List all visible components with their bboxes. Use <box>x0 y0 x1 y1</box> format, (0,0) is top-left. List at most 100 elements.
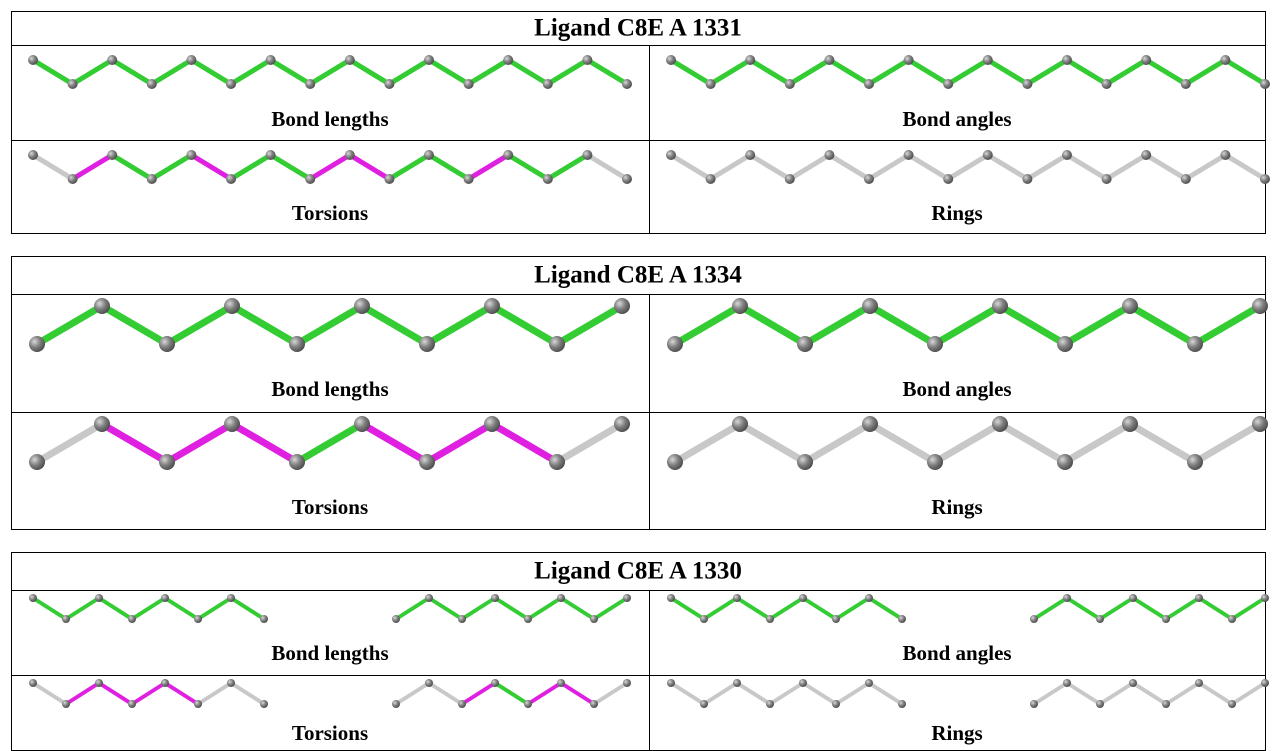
molecule <box>667 416 1268 470</box>
atom <box>1195 679 1203 687</box>
bond <box>191 155 231 179</box>
atom <box>943 79 953 89</box>
bond <box>528 598 561 619</box>
atom <box>95 679 103 687</box>
atom <box>424 150 434 160</box>
bond <box>1027 60 1067 84</box>
atom <box>1122 298 1138 314</box>
atom <box>194 615 202 623</box>
atom <box>224 416 240 432</box>
bond <box>132 683 165 704</box>
bond <box>198 683 231 704</box>
atom <box>824 55 834 65</box>
bond <box>152 155 192 179</box>
atom <box>1181 79 1191 89</box>
atom <box>94 416 110 432</box>
atom <box>1260 174 1270 184</box>
atom <box>733 679 741 687</box>
atom <box>1252 416 1268 432</box>
bond <box>770 683 803 704</box>
panel-title: Ligand C8E A 1330 <box>534 558 742 585</box>
bond <box>297 424 362 462</box>
bond <box>909 155 949 179</box>
cell-label: Torsions <box>292 495 368 519</box>
bond <box>429 598 462 619</box>
atom <box>549 454 565 470</box>
atom <box>1102 174 1112 184</box>
bond <box>508 155 548 179</box>
molecule <box>28 55 632 89</box>
atom <box>1129 679 1137 687</box>
bond <box>33 60 73 84</box>
atom <box>898 615 906 623</box>
atom <box>503 55 513 65</box>
bond <box>33 683 66 704</box>
atom <box>491 594 499 602</box>
bond <box>231 155 271 179</box>
bond <box>1225 155 1265 179</box>
bond <box>362 306 427 344</box>
bond <box>73 155 113 179</box>
atom <box>1022 174 1032 184</box>
cell-label: Bond lengths <box>271 641 388 665</box>
bond <box>112 155 152 179</box>
atom <box>582 150 592 160</box>
bond <box>1166 683 1199 704</box>
atom <box>733 594 741 602</box>
atom <box>194 700 202 708</box>
cell-label: Rings <box>931 721 982 745</box>
atom <box>161 594 169 602</box>
bond <box>350 155 390 179</box>
atom <box>1181 174 1191 184</box>
atom <box>524 615 532 623</box>
atom <box>1141 150 1151 160</box>
atom <box>392 615 400 623</box>
atom <box>107 55 117 65</box>
atom <box>623 594 631 602</box>
atom <box>992 416 1008 432</box>
cell-label: Rings <box>931 495 982 519</box>
bond <box>508 60 548 84</box>
bond <box>1067 155 1107 179</box>
bond <box>740 306 805 344</box>
bond <box>594 683 627 704</box>
atom <box>458 615 466 623</box>
atom <box>799 594 807 602</box>
bond <box>492 424 557 462</box>
bond <box>66 598 99 619</box>
atom <box>29 679 37 687</box>
bond <box>948 60 988 84</box>
bond <box>704 683 737 704</box>
atom <box>797 454 813 470</box>
bond <box>528 683 561 704</box>
bond <box>1000 306 1065 344</box>
bond <box>112 60 152 84</box>
bond <box>935 424 1000 462</box>
atom <box>128 615 136 623</box>
atom <box>128 700 136 708</box>
panel-title: Ligand C8E A 1334 <box>534 262 742 289</box>
bond <box>1195 306 1260 344</box>
bond <box>271 60 311 84</box>
atom <box>491 679 499 687</box>
bond <box>836 598 869 619</box>
atom <box>1261 594 1269 602</box>
bond <box>132 598 165 619</box>
bond <box>869 598 902 619</box>
atom <box>927 454 943 470</box>
atom <box>1228 700 1236 708</box>
atom <box>224 298 240 314</box>
atom <box>1162 615 1170 623</box>
bond <box>389 60 429 84</box>
bond <box>1133 683 1166 704</box>
bond <box>1186 60 1226 84</box>
atom <box>354 298 370 314</box>
atom <box>227 679 235 687</box>
atom <box>464 174 474 184</box>
bond <box>492 306 557 344</box>
bond <box>711 155 751 179</box>
atom <box>832 615 840 623</box>
bond <box>350 60 390 84</box>
cell-label: Bond angles <box>902 107 1011 131</box>
bond <box>1000 424 1065 462</box>
